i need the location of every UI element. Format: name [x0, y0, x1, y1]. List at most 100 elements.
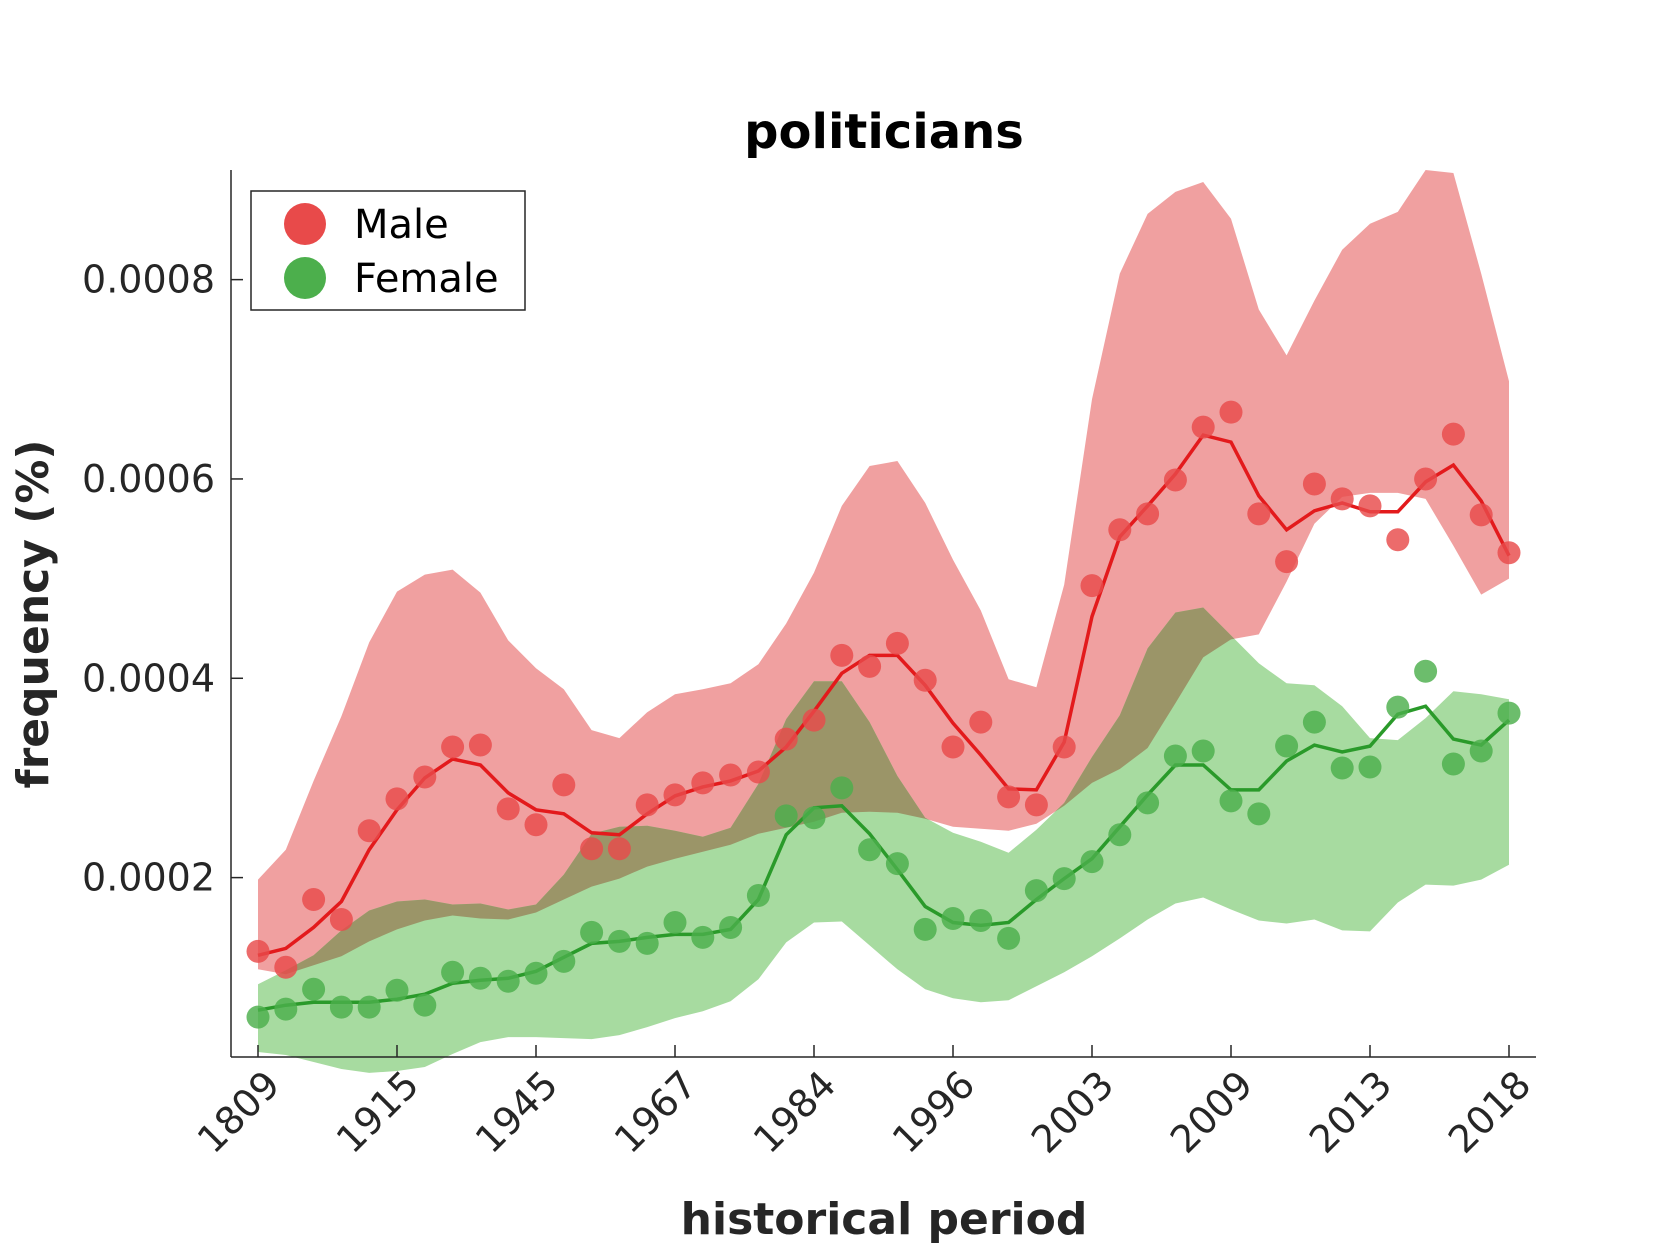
male-point — [524, 813, 548, 837]
legend-label-female: Female — [354, 256, 499, 302]
female-point — [357, 995, 381, 1019]
male-point — [746, 760, 770, 784]
male-band — [258, 170, 1509, 975]
male-point — [858, 654, 882, 678]
female-point — [858, 838, 882, 862]
x-tick-label: 1996 — [884, 1062, 984, 1162]
male-point — [496, 797, 520, 821]
female-point — [468, 966, 492, 990]
legend-marker-male — [284, 203, 326, 245]
y-tick-label: 0.0002 — [82, 856, 215, 900]
female-point — [496, 969, 520, 993]
male-point — [885, 631, 909, 655]
female-point — [1080, 850, 1104, 874]
female-point — [1191, 739, 1215, 763]
female-point — [1136, 791, 1160, 815]
male-point — [1330, 487, 1354, 511]
x-tick-label: 1809 — [189, 1062, 289, 1162]
female-trend-line — [257, 704, 1511, 1012]
female-point — [1163, 744, 1187, 768]
female-point — [246, 1005, 270, 1029]
male-point — [1386, 528, 1410, 552]
male-point — [1108, 518, 1132, 542]
female-point — [635, 931, 659, 955]
legend-label-male: Male — [354, 202, 449, 248]
male-point — [552, 773, 576, 797]
female-point — [913, 917, 937, 941]
male-point — [1358, 494, 1382, 518]
female-point — [663, 910, 687, 934]
female-point — [1386, 695, 1410, 719]
male-point — [830, 643, 854, 667]
male-point — [580, 837, 604, 861]
male-trend-line — [257, 433, 1511, 957]
female-point — [941, 906, 965, 930]
female-point — [1108, 823, 1132, 847]
female-point — [413, 993, 437, 1017]
female-point — [1330, 756, 1354, 780]
female-point — [302, 977, 326, 1001]
male-point — [774, 727, 798, 751]
legend-marker-female — [284, 257, 326, 299]
male-point — [1052, 735, 1076, 759]
female-point — [552, 949, 576, 973]
y-tick-label: 0.0008 — [82, 258, 215, 302]
male-point — [1414, 467, 1438, 491]
male-point — [691, 771, 715, 795]
male-point — [913, 668, 937, 692]
female-point — [774, 804, 798, 828]
female-point — [691, 925, 715, 949]
male-point — [1191, 415, 1215, 439]
male-point — [719, 763, 743, 787]
male-point — [413, 765, 437, 789]
male-point — [468, 733, 492, 757]
female-point — [1219, 789, 1243, 813]
male-point — [1136, 502, 1160, 526]
female-point — [997, 926, 1021, 950]
y-tick-label: 0.0004 — [82, 656, 215, 700]
female-point — [719, 915, 743, 939]
female-point — [580, 920, 604, 944]
x-tick-label: 2003 — [1023, 1062, 1123, 1162]
male-point — [246, 939, 270, 963]
male-point — [607, 837, 631, 861]
male-point — [302, 888, 326, 912]
female-point — [1052, 867, 1076, 891]
male-point — [1302, 472, 1326, 496]
male-point — [441, 735, 465, 759]
female-point — [746, 884, 770, 908]
male-point — [1163, 468, 1187, 492]
female-point — [802, 806, 826, 830]
male-point — [969, 710, 993, 734]
legend: Male Female — [250, 190, 526, 311]
female-point — [1302, 710, 1326, 734]
male-point — [1247, 502, 1271, 526]
male-point — [1441, 422, 1465, 446]
female-point — [441, 960, 465, 984]
female-point — [524, 961, 548, 985]
male-point — [1080, 574, 1104, 598]
y-axis-ticks: 0.0002 0.0004 0.0006 0.0008 — [82, 258, 243, 900]
male-point — [1275, 550, 1299, 574]
x-tick-label: 1945 — [467, 1062, 567, 1162]
male-point — [329, 907, 353, 931]
y-axis-label: frequency (%) — [8, 439, 59, 788]
female-point — [1247, 802, 1271, 826]
female-point — [274, 997, 298, 1021]
x-tick-label: 2013 — [1301, 1062, 1401, 1162]
female-point — [1469, 739, 1493, 763]
chart-title: politicians — [744, 104, 1024, 160]
female-point — [885, 852, 909, 876]
male-point — [997, 785, 1021, 809]
female-point — [1275, 734, 1299, 758]
points-layer — [246, 400, 1521, 1029]
female-point — [1441, 752, 1465, 776]
x-tick-label: 1984 — [745, 1062, 845, 1162]
x-axis-label: historical period — [681, 1194, 1088, 1245]
y-tick-label: 0.0006 — [82, 457, 215, 501]
female-point — [607, 929, 631, 953]
x-tick-label: 1967 — [606, 1062, 706, 1162]
female-point — [1414, 659, 1438, 683]
male-point — [1497, 541, 1521, 565]
